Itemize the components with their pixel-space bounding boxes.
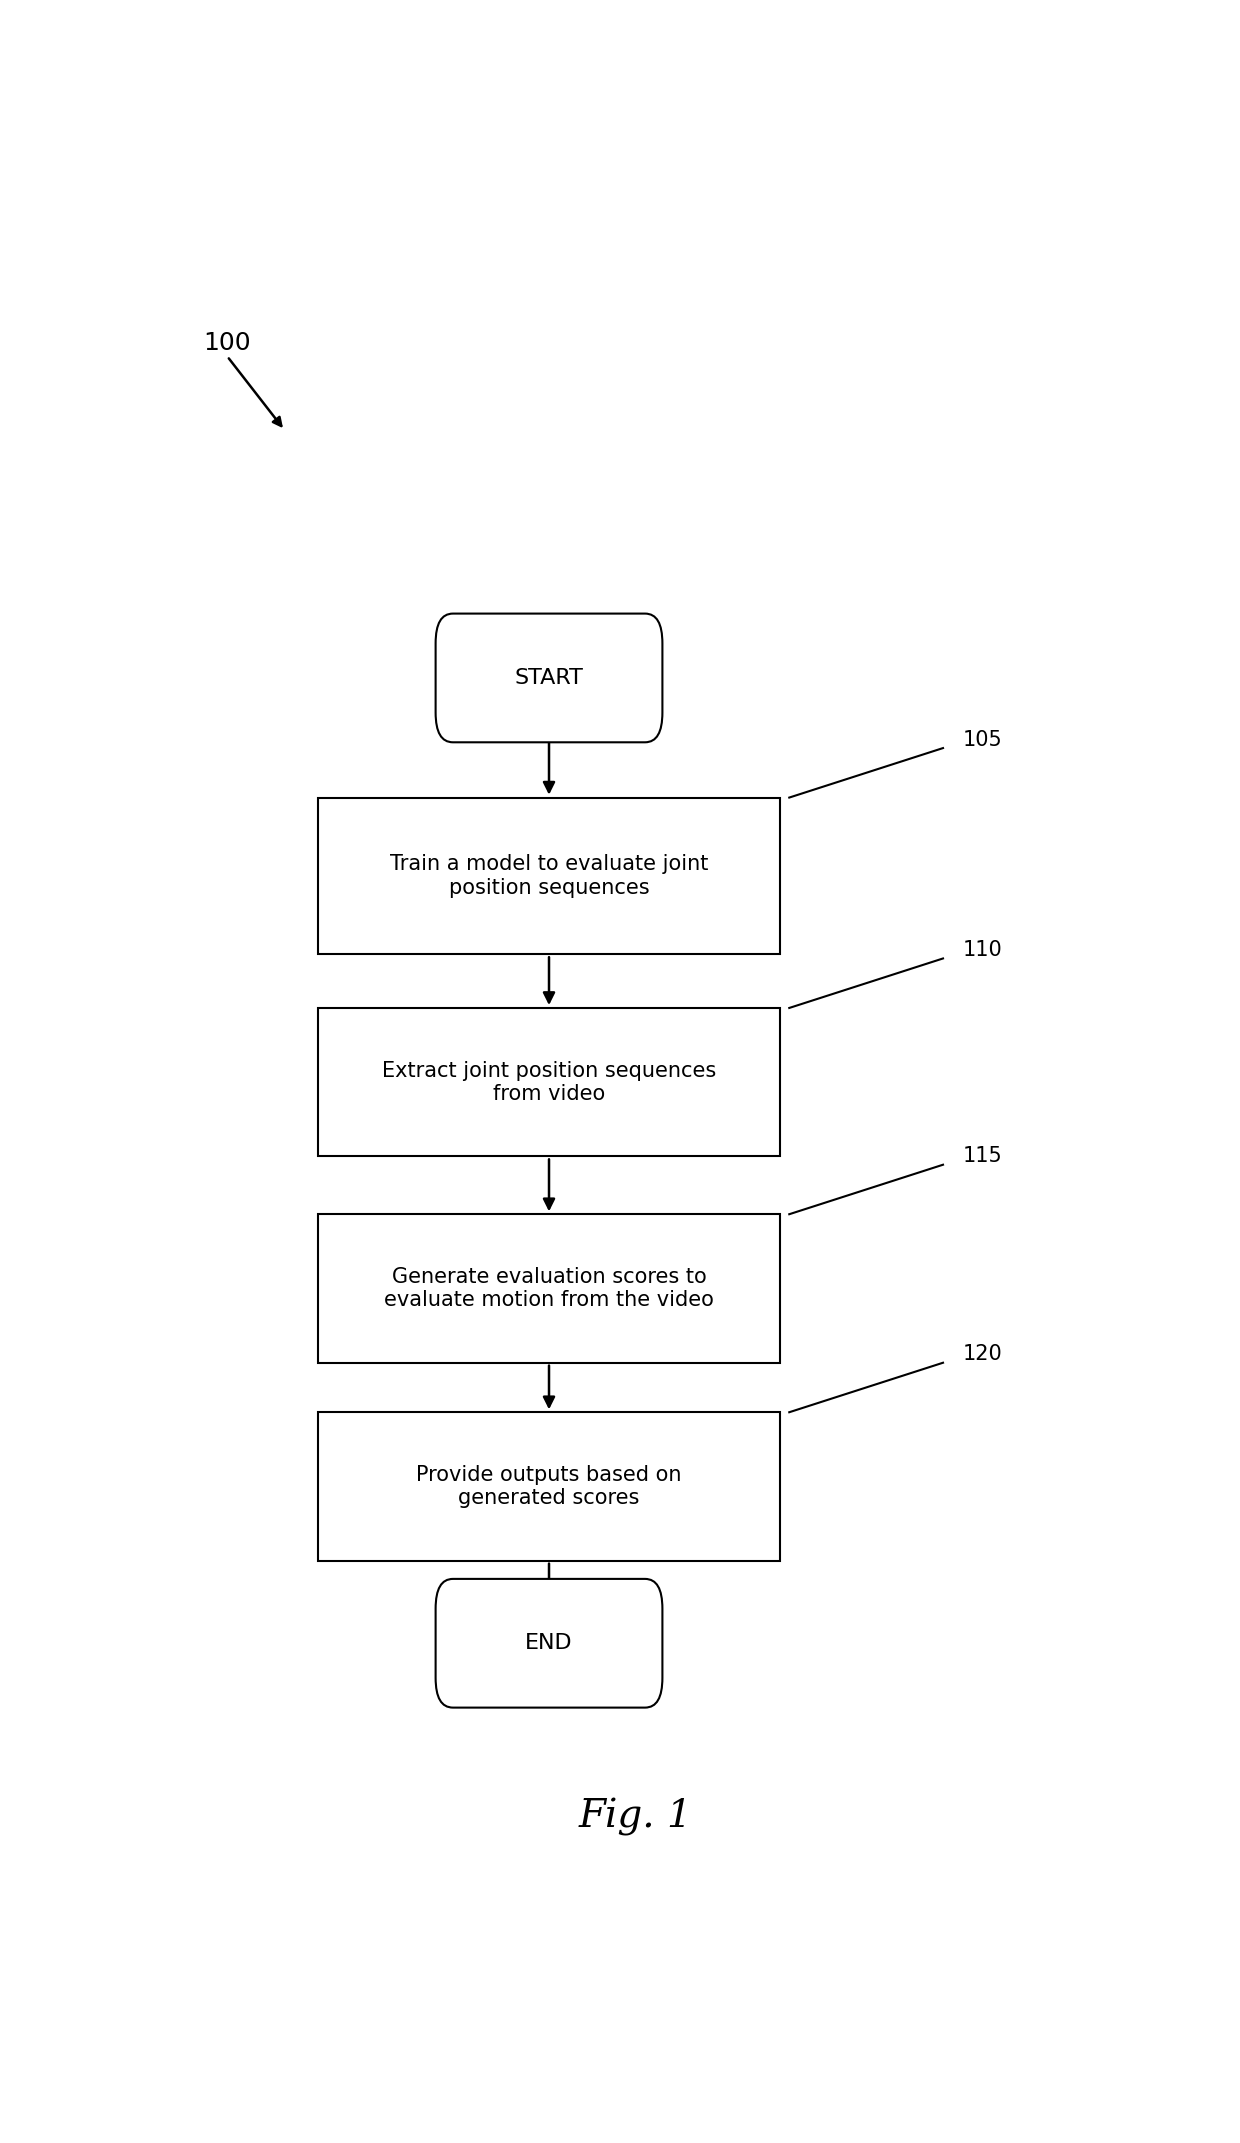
Text: 105: 105	[962, 731, 1002, 750]
Text: 120: 120	[962, 1344, 1002, 1365]
Text: Generate evaluation scores to
evaluate motion from the video: Generate evaluation scores to evaluate m…	[384, 1267, 714, 1309]
FancyBboxPatch shape	[435, 1579, 662, 1708]
Bar	[319, 1007, 780, 1157]
Text: 115: 115	[962, 1147, 1002, 1166]
Text: Train a model to evaluate joint
position sequences: Train a model to evaluate joint position…	[389, 855, 708, 898]
Text: 100: 100	[203, 332, 250, 356]
Text: START: START	[515, 669, 584, 688]
Bar	[319, 1215, 780, 1363]
Text: END: END	[526, 1633, 573, 1652]
Text: Extract joint position sequences
from video: Extract joint position sequences from vi…	[382, 1061, 717, 1104]
Text: Provide outputs based on
generated scores: Provide outputs based on generated score…	[417, 1466, 682, 1509]
Bar	[319, 797, 780, 954]
Text: Fig. 1: Fig. 1	[579, 1798, 692, 1837]
FancyBboxPatch shape	[435, 613, 662, 741]
Text: 110: 110	[962, 941, 1002, 960]
Bar	[319, 1412, 780, 1560]
